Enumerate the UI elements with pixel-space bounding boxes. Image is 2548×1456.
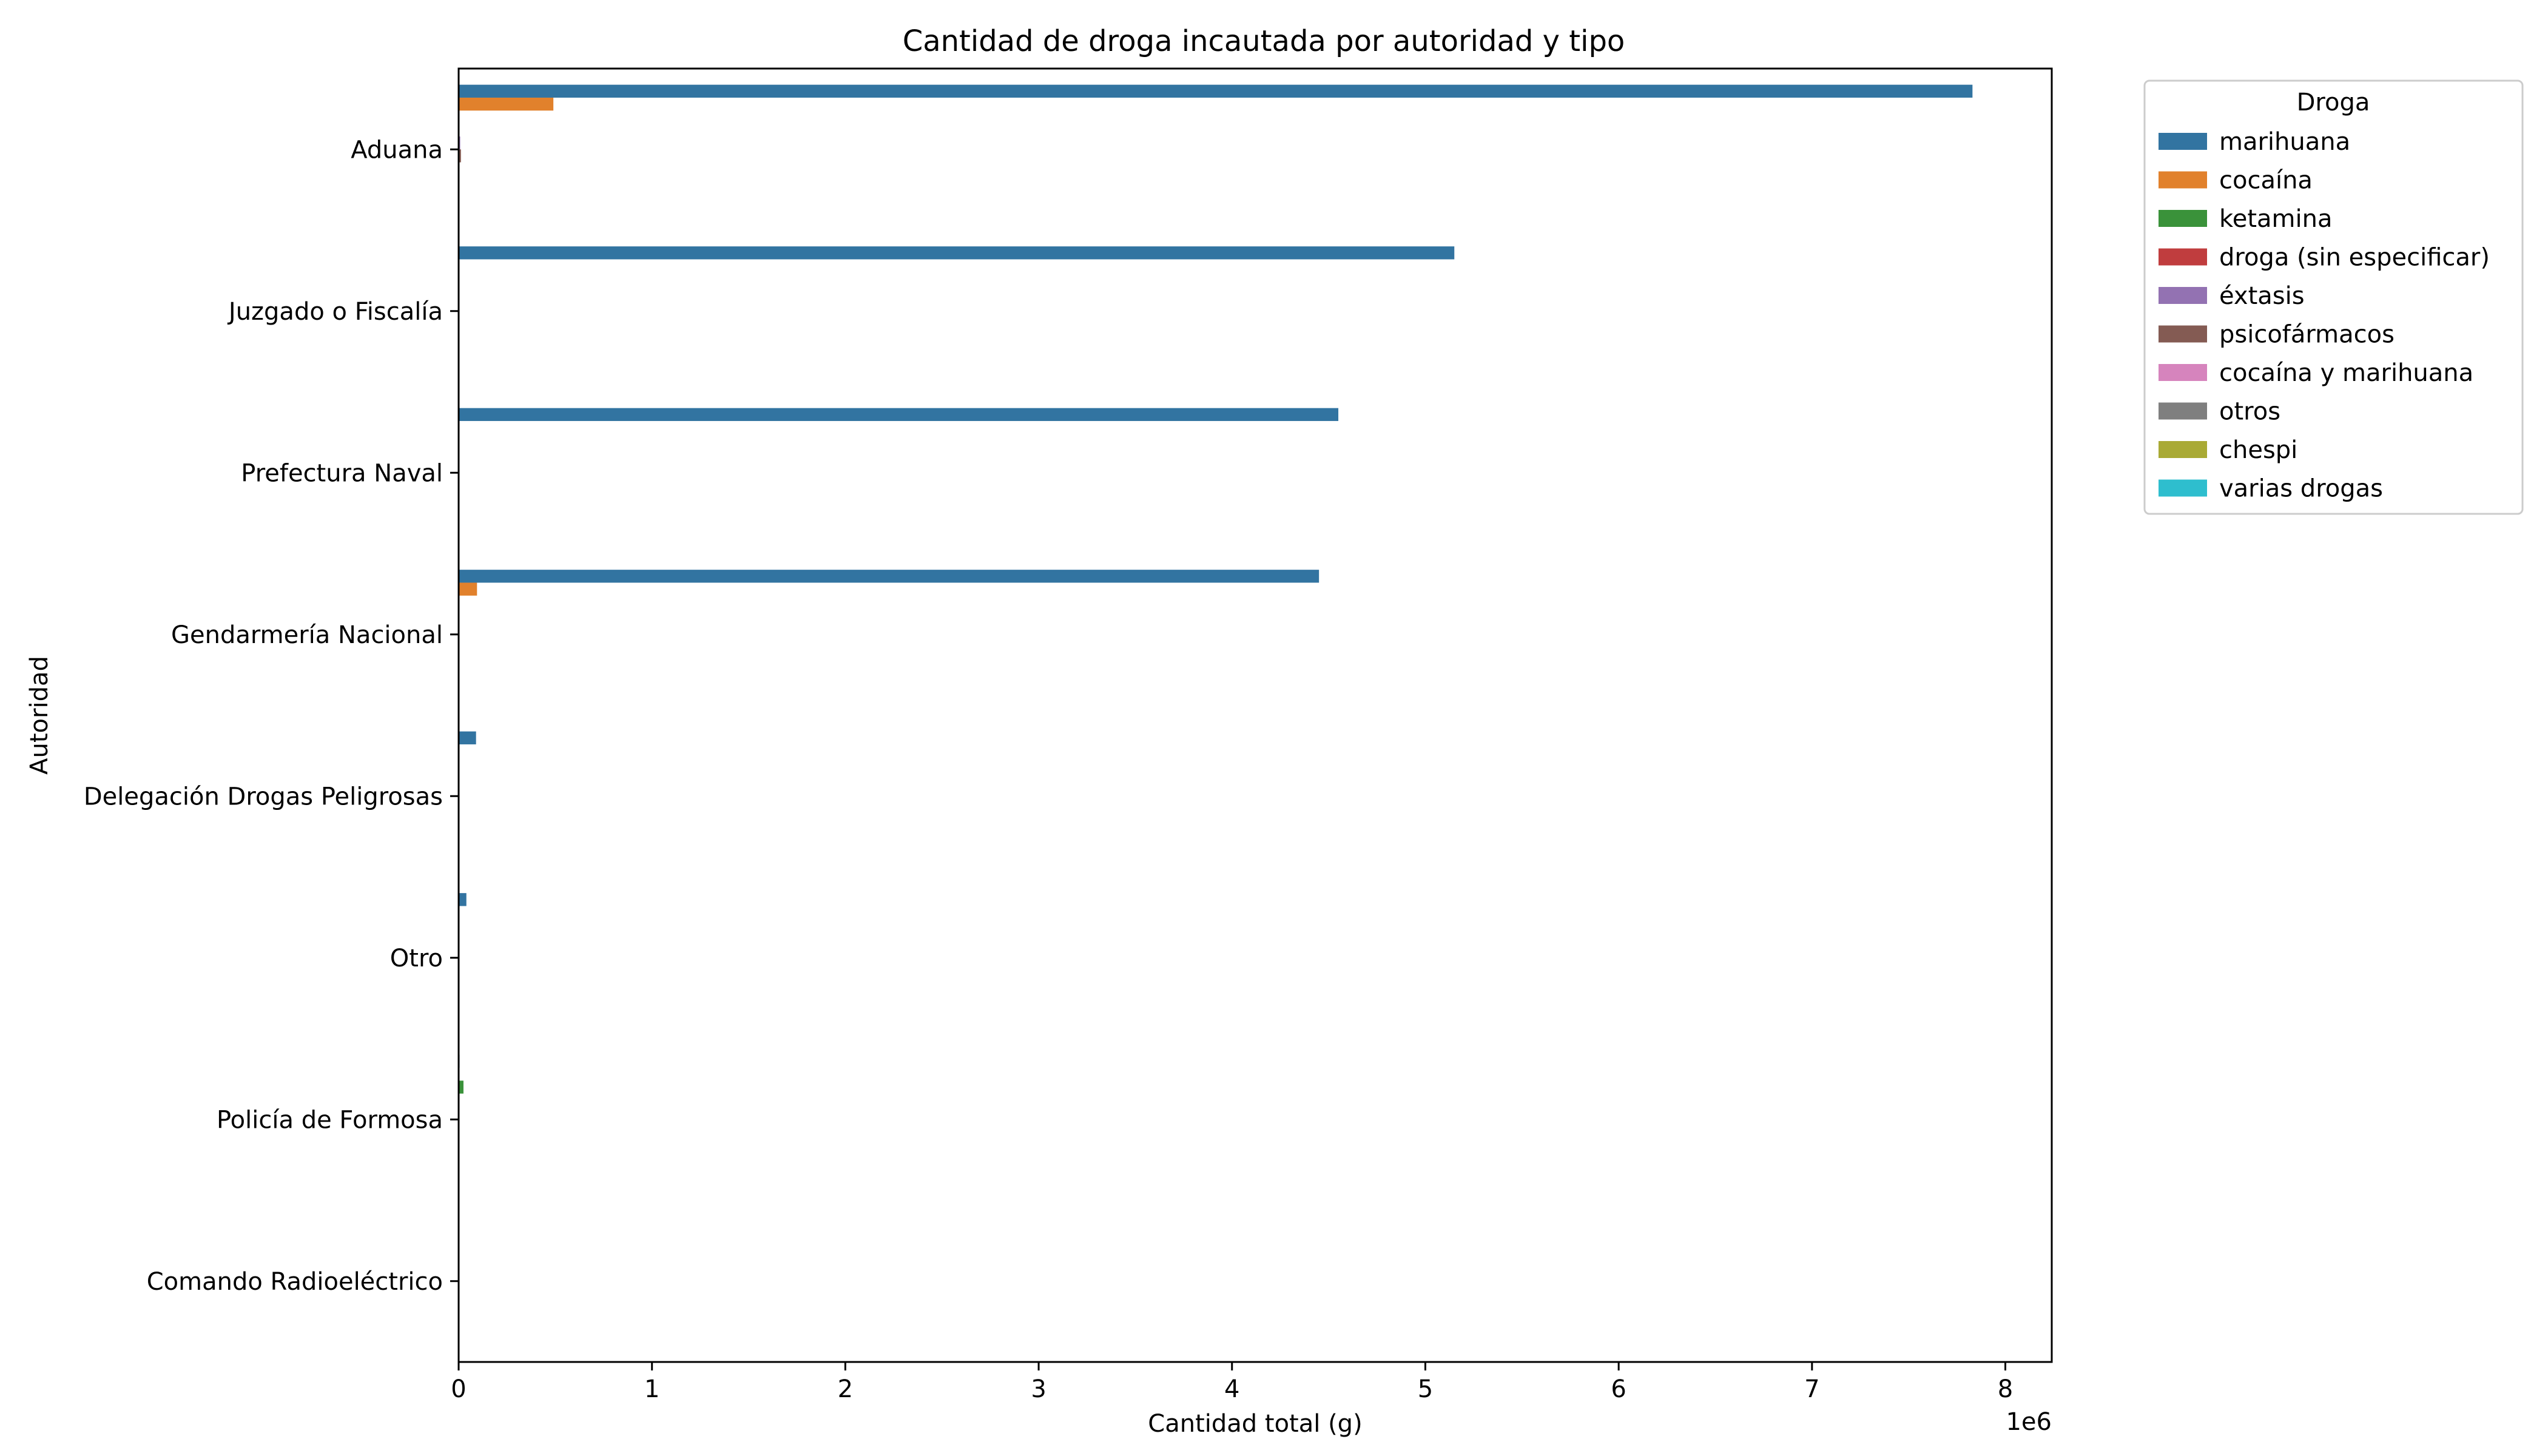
legend-label: cocaína y marihuana: [2219, 359, 2473, 387]
legend-item: ketamina: [2159, 205, 2332, 233]
legend-item: varias drogas: [2159, 475, 2383, 503]
y-tick-label: Gendarmería Nacional: [171, 621, 443, 649]
x-tick-label: 4: [1224, 1375, 1239, 1403]
bars-group: [459, 84, 1973, 1242]
legend-item: otros: [2159, 398, 2280, 426]
legend-item: éxtasis: [2159, 282, 2305, 310]
legend-label: ketamina: [2219, 205, 2332, 233]
y-tick-label: Aduana: [351, 136, 443, 164]
y-tick-label: Prefectura Naval: [241, 459, 443, 487]
legend-swatch: [2159, 479, 2207, 497]
legend-item: chespi: [2159, 436, 2297, 464]
legend-item: droga (sin especificar): [2159, 244, 2490, 272]
legend-swatch: [2159, 133, 2207, 150]
x-tick-label: 6: [1611, 1375, 1626, 1403]
bar: [459, 893, 467, 906]
x-tick-label: 0: [451, 1375, 466, 1403]
bar: [459, 408, 1339, 421]
legend-swatch: [2159, 248, 2207, 266]
legend-label: éxtasis: [2219, 282, 2305, 310]
legend-items: marihuana cocaína ketamina droga (sin espec…: [2159, 128, 2490, 503]
chart-title: Cantidad de droga incautada por autorida…: [903, 24, 1625, 58]
legend-box: [2143, 79, 2524, 515]
x-tick-label: 5: [1418, 1375, 1433, 1403]
x-tick-label: 7: [1804, 1375, 1819, 1403]
legend-label: chespi: [2219, 436, 2297, 464]
bar: [459, 246, 1455, 260]
legend-item: marihuana: [2159, 128, 2350, 156]
legend-swatch: [2159, 171, 2207, 189]
x-axis-label: Cantidad total (g): [1148, 1410, 1362, 1438]
legend: Droga marihuana cocaína ketamina droga (sin…: [2143, 79, 2524, 515]
legend-swatch: [2159, 402, 2207, 420]
legend-label: marihuana: [2219, 128, 2350, 156]
bar: [459, 97, 554, 111]
legend-label: droga (sin especificar): [2219, 244, 2490, 272]
x-axis-offset-text: 1e6: [2006, 1408, 2052, 1436]
x-tick-label: 1: [644, 1375, 659, 1403]
bar: [459, 570, 1320, 583]
bar: [459, 149, 461, 163]
y-tick-label: Delegación Drogas Peligrosas: [84, 783, 443, 811]
y-tick-label: Policía de Formosa: [217, 1106, 443, 1134]
x-tick-label: 2: [838, 1375, 853, 1403]
bar: [459, 582, 477, 596]
bar: [459, 84, 1973, 98]
y-tick-label: Juzgado o Fiscalía: [227, 298, 443, 326]
legend-swatch: [2159, 287, 2207, 304]
plot-frame: [457, 67, 2053, 1363]
legend-swatch: [2159, 364, 2207, 381]
y-axis: Aduana Juzgado o Fiscalía Prefectura Naval…: [84, 136, 459, 1296]
legend-label: psicofármacos: [2219, 321, 2395, 349]
legend-swatch: [2159, 325, 2207, 343]
legend-title: Droga: [2297, 89, 2370, 116]
x-tick-label: 3: [1031, 1375, 1046, 1403]
y-tick-label: Otro: [390, 945, 443, 972]
bar: [459, 731, 476, 744]
legend-label: otros: [2219, 398, 2280, 426]
legend-item: psicofármacos: [2159, 321, 2395, 349]
legend-label: varias drogas: [2219, 475, 2383, 503]
legend-item: cocaína: [2159, 167, 2313, 195]
legend-label: cocaína: [2219, 167, 2313, 195]
legend-item: cocaína y marihuana: [2159, 359, 2473, 387]
legend-swatch: [2159, 441, 2207, 458]
y-axis-label: Autoridad: [25, 656, 53, 775]
legend-swatch: [2159, 210, 2207, 227]
bar: [459, 1080, 463, 1094]
x-axis: 0 1 2 3 4 5 6 7 8: [451, 1362, 2013, 1403]
x-tick-label: 8: [1998, 1375, 2013, 1403]
y-tick-label: Comando Radioeléctrico: [147, 1268, 443, 1296]
